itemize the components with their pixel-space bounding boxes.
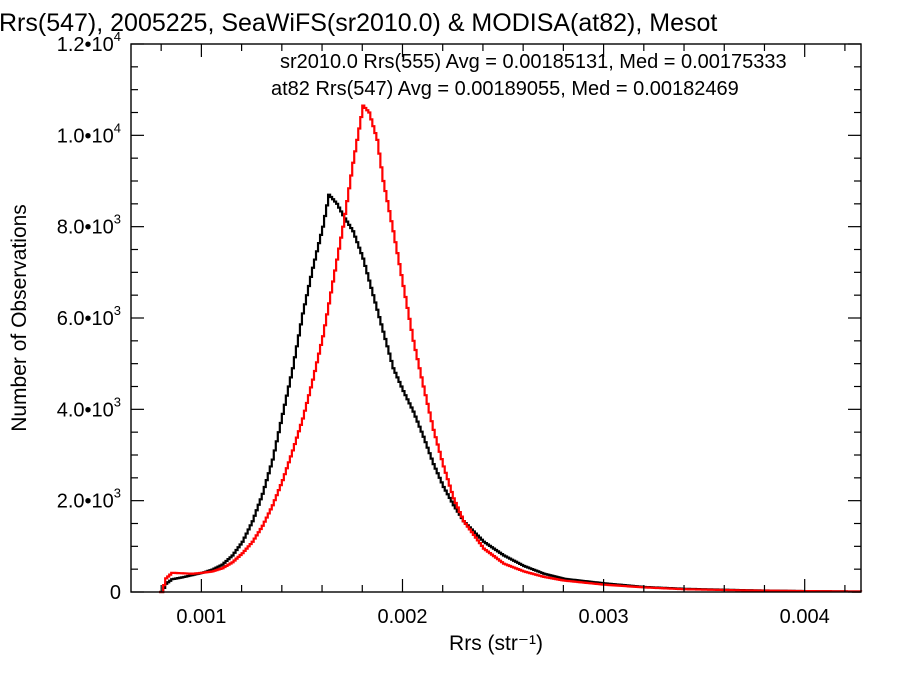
y-axis-ticks: 0 2.0•103 4.0•103 6.0•103 8.0•103 1.0•104 1.2•… xyxy=(57,29,861,604)
y-tick-label: 6.0•103 xyxy=(57,303,121,330)
y-tick-label: 1.0•104 xyxy=(57,120,121,147)
y-tick-label: 8.0•103 xyxy=(57,212,121,239)
series-layer xyxy=(159,104,863,594)
y-axis-label: Number of Observations xyxy=(8,204,31,432)
legend-entry-sr2010: sr2010.0 Rrs(555) Avg = 0.00185131, Med … xyxy=(280,51,787,73)
x-axis-label: Rrs (str⁻¹) xyxy=(449,632,543,655)
x-tick-label: 0.001 xyxy=(176,606,226,628)
y-tick-label: 0 xyxy=(110,582,121,604)
y-tick-label: 4.0•103 xyxy=(57,394,121,421)
x-axis-ticks: 0.001 0.002 0.003 0.004 xyxy=(160,44,846,628)
x-tick-label: 0.002 xyxy=(377,606,427,628)
chart-title: Rrs(547), 2005225, SeaWiFS(sr2010.0) & M… xyxy=(0,9,717,37)
x-tick-label: 0.004 xyxy=(780,606,830,628)
x-tick-label: 0.003 xyxy=(579,606,629,628)
y-tick-label: 2.0•103 xyxy=(57,486,121,513)
legend-entry-at82: at82 Rrs(547) Avg = 0.00189055, Med = 0.… xyxy=(271,78,739,100)
y-tick-label: 1.2•104 xyxy=(57,29,121,56)
histogram-series-1 xyxy=(159,104,863,594)
